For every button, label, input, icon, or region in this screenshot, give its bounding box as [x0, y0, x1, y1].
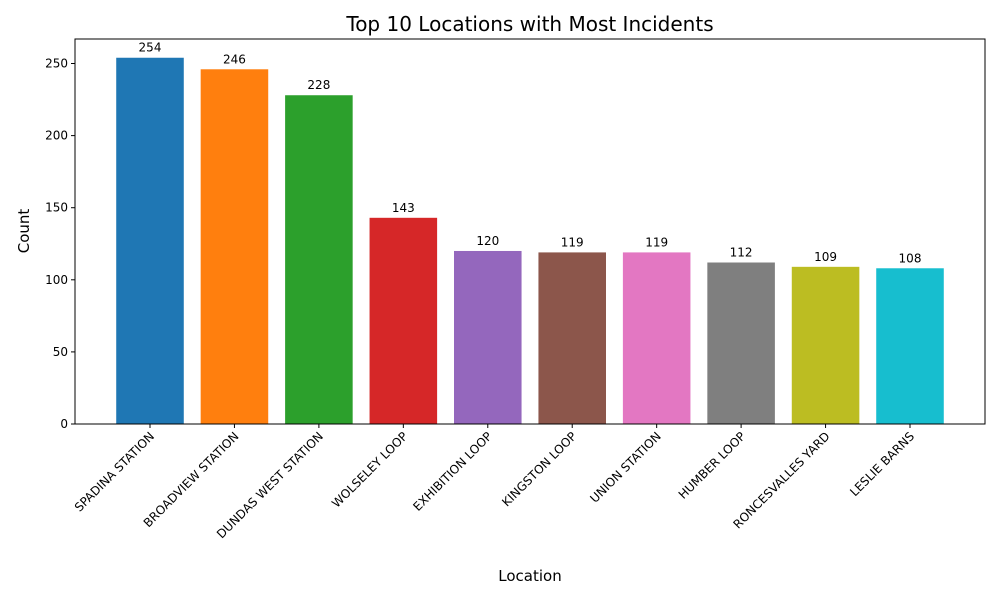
- x-axis-label: Location: [498, 567, 561, 585]
- bar-2: [285, 95, 353, 424]
- x-tick-label-9: LESLIE BARNS: [847, 429, 917, 499]
- y-tick-label-0: 0: [60, 417, 68, 431]
- data-label-4: 120: [476, 234, 499, 248]
- data-label-2: 228: [307, 78, 330, 92]
- data-labels-group: 254 246 228 143 120 119 119 112 109 108: [139, 41, 922, 266]
- bar-8: [791, 266, 860, 424]
- x-tick-label-4: EXHIBITION LOOP: [410, 429, 495, 514]
- y-tick-label-4: 200: [45, 129, 68, 143]
- plot-frame: [74, 38, 986, 425]
- bar-7: [707, 262, 775, 424]
- data-label-5: 119: [561, 235, 584, 249]
- data-label-9: 108: [899, 251, 922, 265]
- x-tick-label-5: KINGSTON LOOP: [499, 429, 579, 509]
- x-tick-label-7: HUMBER LOOP: [676, 429, 748, 501]
- bar-4: [454, 250, 522, 424]
- x-tick-label-8: RONCESVALLES YARD: [730, 429, 832, 531]
- y-axis-label: Count: [15, 209, 33, 254]
- bar-3: [369, 217, 438, 424]
- chart-title: Top 10 Locations with Most Incidents: [345, 12, 713, 36]
- y-tick-label-5: 250: [45, 57, 68, 71]
- bar-9: [876, 268, 944, 424]
- x-tick-label-1: BROADVIEW STATION: [141, 429, 242, 530]
- x-tick-label-0: SPADINA STATION: [72, 429, 157, 514]
- data-label-6: 119: [645, 235, 668, 249]
- bars-group: [116, 57, 944, 425]
- data-label-1: 246: [223, 52, 246, 66]
- data-label-7: 112: [730, 246, 753, 260]
- x-tick-label-3: WOLSELEY LOOP: [329, 429, 410, 510]
- y-tick-label-1: 50: [53, 345, 68, 359]
- y-tick-label-3: 150: [45, 201, 68, 215]
- bar-6: [622, 252, 691, 424]
- data-label-8: 109: [814, 250, 837, 264]
- bar-0: [116, 57, 184, 424]
- bar-1: [200, 69, 269, 425]
- y-axis: 0 50 100 150 200 250: [45, 57, 75, 431]
- x-tick-label-6: UNION STATION: [587, 429, 663, 505]
- data-label-0: 254: [139, 41, 162, 55]
- data-label-3: 143: [392, 201, 415, 215]
- y-tick-label-2: 100: [45, 273, 68, 287]
- bar-5: [538, 252, 606, 424]
